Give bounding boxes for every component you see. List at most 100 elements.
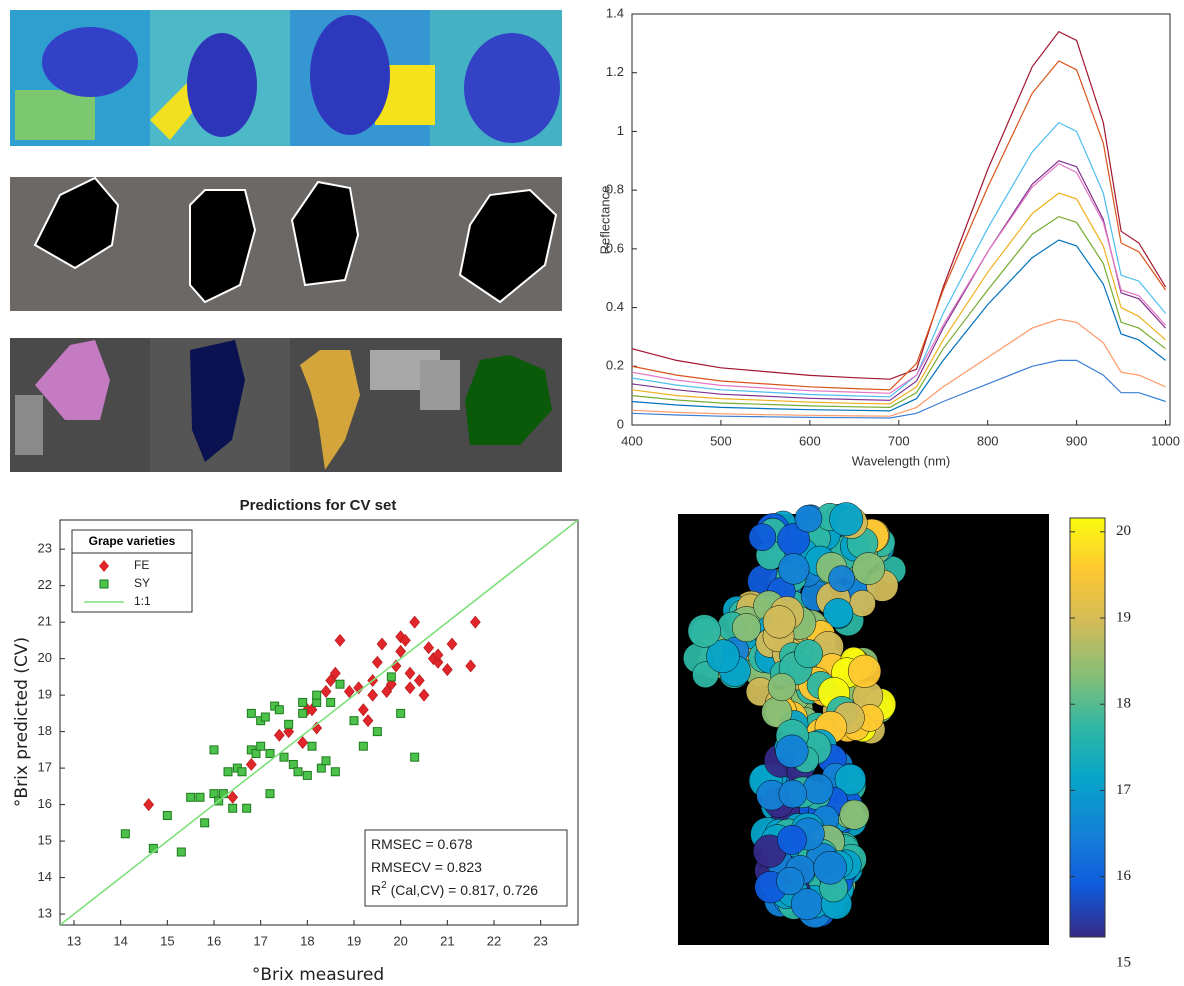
x-tick-label: 500 xyxy=(710,433,732,448)
fe-point xyxy=(413,674,425,688)
stats-text-part: 2 xyxy=(381,880,387,891)
fe-point xyxy=(399,633,411,647)
plot-area xyxy=(631,13,1171,426)
sy-point xyxy=(195,792,205,802)
y-tick-label: 0 xyxy=(617,416,624,431)
colorbar-tick-label: 20 xyxy=(1116,523,1131,539)
sy-point xyxy=(265,749,275,759)
fe-point xyxy=(441,663,453,677)
sy-point xyxy=(265,789,275,799)
spectrum-line xyxy=(631,162,1167,394)
x-axis-label: °Brix measured xyxy=(252,965,384,985)
grape-berry xyxy=(834,763,867,796)
grape-berry xyxy=(802,773,834,805)
y-tick-label: 15 xyxy=(38,833,52,848)
sy-point xyxy=(349,716,359,726)
x-tick-label: 21 xyxy=(440,933,454,948)
colorbar xyxy=(1069,517,1106,938)
stats-text-part: RMSEC = 0.678 xyxy=(371,836,473,852)
sy-point xyxy=(321,756,331,766)
grape-berry xyxy=(762,605,796,639)
y-tick-label: 13 xyxy=(38,905,52,920)
y-tick-label: 20 xyxy=(38,650,52,665)
fe-point xyxy=(432,648,444,662)
spectrum-line xyxy=(631,318,1166,417)
fe-point xyxy=(273,728,285,742)
fe-point xyxy=(320,685,332,698)
y-tick-label: 23 xyxy=(38,541,52,556)
sy-point xyxy=(288,759,298,769)
chart-title: Predictions for CV set xyxy=(240,497,397,514)
x-tick-label: 22 xyxy=(487,933,501,948)
legend-swatch xyxy=(99,579,109,589)
sy-point xyxy=(242,803,252,813)
fe-point xyxy=(404,681,416,695)
sy-point xyxy=(298,697,308,707)
fe-point xyxy=(432,655,444,669)
stats-text-part: R xyxy=(371,882,381,898)
fe-point xyxy=(297,736,309,750)
x-tick-label: 700 xyxy=(888,433,910,448)
grape-cluster xyxy=(683,502,907,929)
y-tick-label: 1 xyxy=(617,123,624,138)
grape-berry xyxy=(794,504,823,533)
x-tick-label: 400 xyxy=(621,433,643,448)
x-tick-label: 13 xyxy=(67,933,81,948)
spectrum-line xyxy=(631,121,1167,398)
sy-point xyxy=(386,672,396,682)
sy-point xyxy=(279,752,289,762)
stats-text: RMSEC = 0.678 xyxy=(371,836,473,852)
fe-point xyxy=(371,655,383,669)
y-tick-label: 1.2 xyxy=(606,64,624,79)
x-axis-label: Wavelength (nm) xyxy=(852,453,951,468)
sy-point xyxy=(410,752,420,762)
y-tick-label: 1.4 xyxy=(606,5,624,20)
image-panel-1 xyxy=(10,10,562,146)
grape-berry xyxy=(775,734,809,768)
x-tick-label: 15 xyxy=(160,933,174,948)
grape-berry xyxy=(778,553,810,585)
y-tick-label: 14 xyxy=(38,869,52,884)
grape-berry xyxy=(794,639,823,669)
grape-berry xyxy=(748,523,777,551)
image-panel-3 xyxy=(10,338,562,472)
sy-point xyxy=(326,697,336,707)
grape-berry xyxy=(839,799,870,830)
sy-point xyxy=(358,741,368,751)
grape-berry xyxy=(767,673,796,702)
sy-point xyxy=(186,792,196,802)
fe-point xyxy=(381,685,393,698)
colorbar-tick-label: 18 xyxy=(1116,696,1131,712)
sy-point xyxy=(209,789,219,799)
fe-point xyxy=(376,637,388,651)
sy-point xyxy=(246,708,256,718)
y-tick-label: 0.6 xyxy=(606,240,624,255)
y-tick-label: 22 xyxy=(38,577,52,592)
x-tick-label: 16 xyxy=(207,933,221,948)
y-tick-label: 0.4 xyxy=(606,299,624,314)
sy-point xyxy=(335,679,345,689)
sy-point xyxy=(312,690,322,700)
fe-point xyxy=(418,688,430,702)
sy-point xyxy=(298,708,308,718)
fe-point xyxy=(395,644,407,658)
spectrum-line xyxy=(631,192,1166,405)
colorbar-tick-label: 16 xyxy=(1116,868,1132,884)
sy-point xyxy=(176,847,186,857)
fe-point xyxy=(357,703,369,717)
sy-point xyxy=(274,705,284,715)
grape-berry xyxy=(823,598,854,629)
grape-berry xyxy=(847,654,882,688)
sy-point xyxy=(302,770,312,780)
y-tick-label: 0.2 xyxy=(606,358,624,373)
fe-point xyxy=(446,637,458,651)
fe-point xyxy=(245,757,257,771)
grape-berry xyxy=(828,565,855,592)
sy-point xyxy=(223,767,233,777)
spectrum-line xyxy=(631,60,1167,391)
stats-text-part: RMSECV = 0.823 xyxy=(371,859,482,875)
grape-berry xyxy=(731,613,762,643)
sy-point xyxy=(237,767,247,777)
fe-point xyxy=(353,681,365,695)
grape-berry xyxy=(706,639,740,673)
